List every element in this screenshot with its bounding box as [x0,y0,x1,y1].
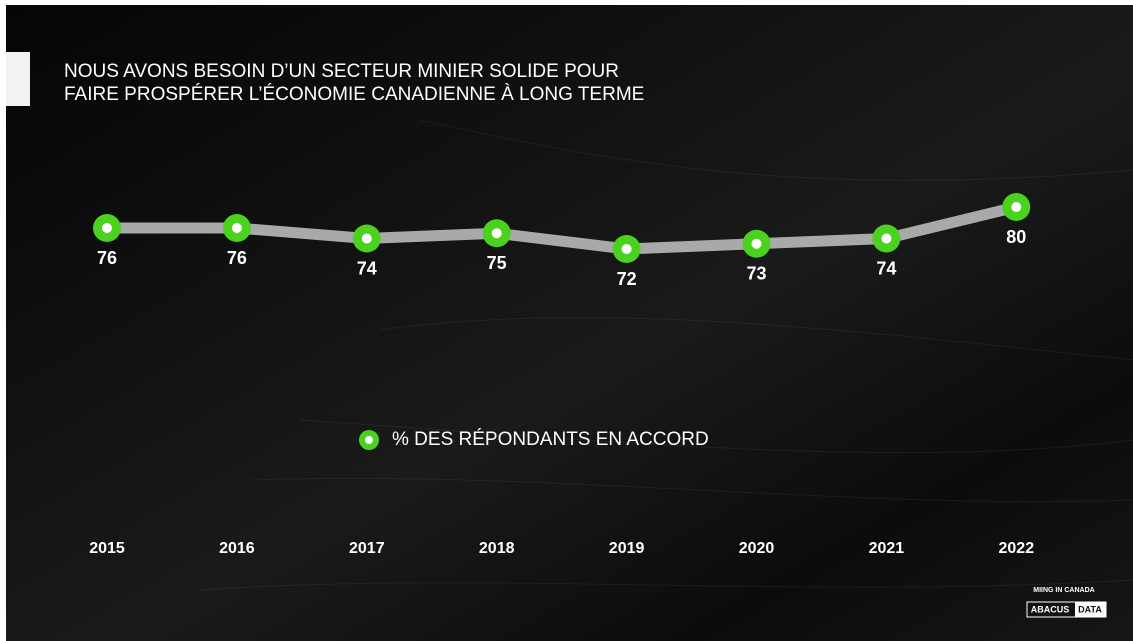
corner-tab [6,52,30,106]
logo-right: DATA [1078,604,1102,614]
x-tick-label: 2019 [609,540,645,557]
legend-label: % DES RÉPONDANTS EN ACCORD [392,429,709,450]
chart-title: FAIRE PROSPÉRER L’ÉCONOMIE CANADIENNE À … [64,84,644,105]
x-tick-label: 2015 [89,540,125,557]
x-tick-label: 2017 [349,540,385,557]
data-label: 80 [1006,227,1026,247]
legend-marker-center [365,436,373,444]
x-tick-label: 2018 [479,540,515,557]
tagline: MIING IN CANADA [1033,587,1094,594]
data-label: 73 [746,264,766,284]
data-point-center [232,223,242,233]
x-tick-label: 2022 [999,540,1035,557]
chart-title: NOUS AVONS BESOIN D’UN SECTEUR MINIER SO… [64,61,619,82]
data-point-center [752,239,762,249]
x-tick-label: 2021 [869,540,905,557]
data-label: 75 [487,253,507,273]
data-point-center [362,234,372,244]
data-label: 76 [97,248,117,268]
logo-left: ABACUS [1031,604,1070,614]
x-tick-label: 2020 [739,540,775,557]
data-label: 74 [876,258,896,278]
x-tick-label: 2016 [219,540,255,557]
data-label: 76 [227,248,247,268]
data-point-center [1011,202,1021,212]
data-label: 74 [357,258,377,278]
data-point-center [881,234,891,244]
chart: NOUS AVONS BESOIN D’UN SECTEUR MINIER SO… [0,0,1133,641]
data-point-center [102,223,112,233]
data-point-center [492,228,502,238]
data-label: 72 [617,269,637,289]
data-point-center [622,244,632,254]
